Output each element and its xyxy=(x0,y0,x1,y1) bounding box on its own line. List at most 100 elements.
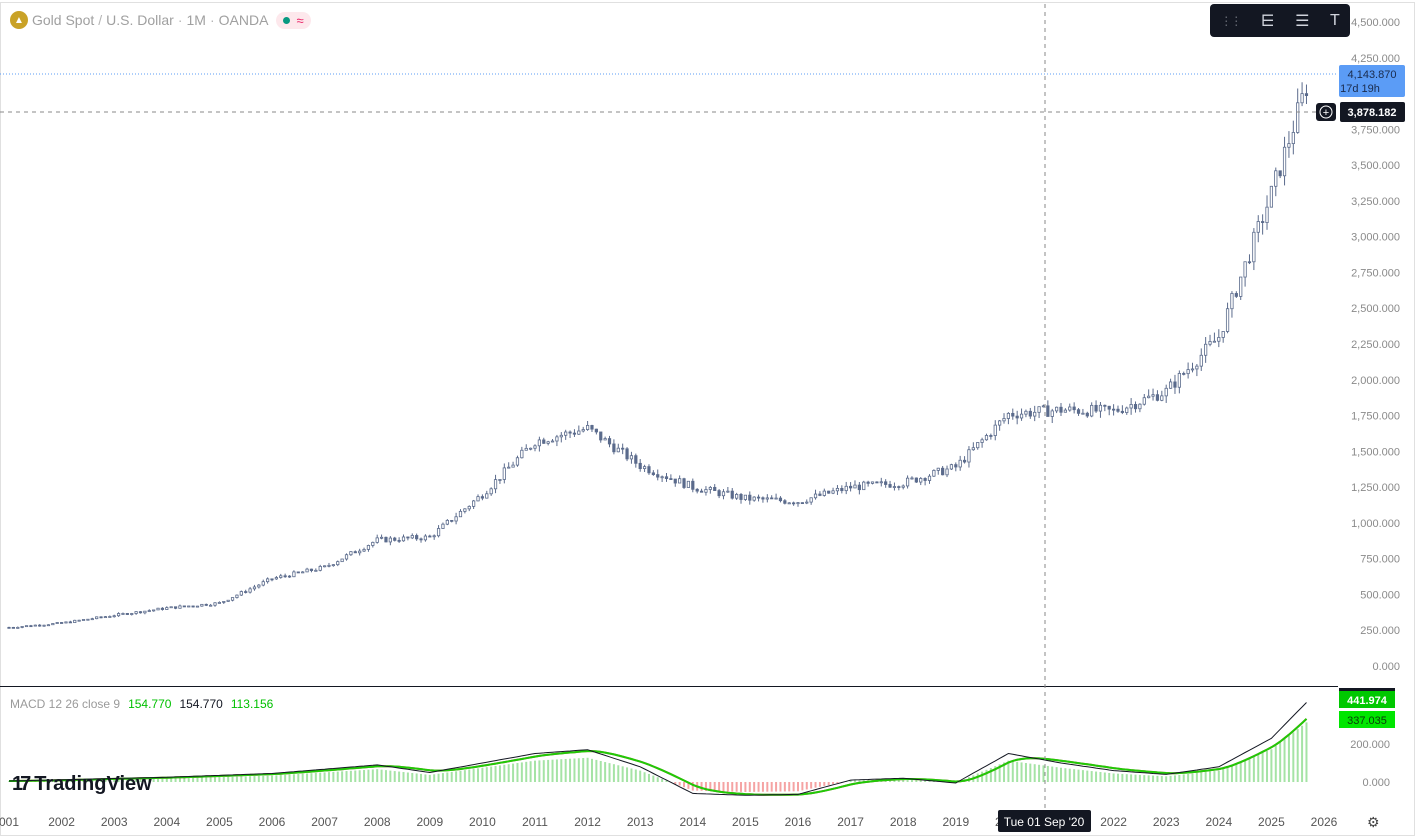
macd-histogram-bar xyxy=(612,764,615,782)
macd-legend[interactable]: MACD 12 26 close 9 154.770 154.770 113.1… xyxy=(10,697,273,711)
macd-histogram-bar xyxy=(998,764,1001,782)
macd-histogram-bar xyxy=(108,779,111,782)
candle-body xyxy=(533,445,537,449)
candle-body xyxy=(1129,404,1133,409)
candle-body xyxy=(209,604,213,607)
symbol-legend[interactable]: ▲ Gold Spot / U.S. Dollar · 1M · OANDA ≈ xyxy=(10,11,311,29)
macd-histogram-bar xyxy=(284,774,287,782)
macd-histogram-bar xyxy=(1257,754,1260,782)
macd-histogram-bar xyxy=(463,770,466,782)
candle-body xyxy=(555,436,559,442)
tradingview-logo[interactable]: 17 TradingView xyxy=(12,773,152,796)
candle-body xyxy=(178,605,182,609)
market-status-pill[interactable]: ≈ xyxy=(276,11,311,29)
macd-histogram-bar xyxy=(1077,769,1080,782)
candle-body xyxy=(796,502,800,505)
macd-histogram-bar xyxy=(323,772,326,782)
candle-body xyxy=(1076,409,1081,414)
candle-body xyxy=(730,490,734,499)
macd-histogram-bar xyxy=(1121,773,1124,782)
macd-histogram-bar xyxy=(919,780,922,782)
candle-body xyxy=(1274,170,1278,187)
candle-body xyxy=(792,502,796,505)
macd-histogram-bar xyxy=(161,778,164,782)
drag-handle-icon[interactable]: ⋮⋮ xyxy=(1220,13,1242,28)
candle-body xyxy=(564,431,568,436)
candle-body xyxy=(1028,410,1032,417)
candle-body xyxy=(726,490,730,493)
candle-body xyxy=(489,488,493,495)
macd-histogram-bar xyxy=(599,760,602,782)
candle-body xyxy=(493,479,498,490)
candle-body xyxy=(1142,397,1146,405)
macd-histogram-bar xyxy=(1156,775,1159,782)
candle-body xyxy=(954,464,958,468)
macd-histogram-bar xyxy=(731,782,734,792)
macd-histogram-bar xyxy=(823,782,826,786)
candle-body xyxy=(581,429,585,432)
macd-histogram-bar xyxy=(485,767,488,782)
macd-histogram-bar xyxy=(665,780,668,782)
candle-body xyxy=(301,571,305,574)
candle-body xyxy=(279,575,283,578)
macd-histogram-bar xyxy=(691,782,694,791)
macd-histogram-bar xyxy=(349,770,352,782)
candle-body xyxy=(892,486,897,488)
macd-histogram-bar xyxy=(1244,759,1247,782)
macd-histogram-bar xyxy=(152,778,155,782)
macd-value-3: 113.156 xyxy=(230,697,274,711)
time-axis: 001 2002 2003 2004 2005 2006 2007 2008 2009 2010 2… xyxy=(0,815,1338,829)
candle-body xyxy=(11,626,15,629)
crosshair-date-tag: Tue 01 Sep '20 xyxy=(998,810,1091,832)
macd-histogram-bar xyxy=(766,782,769,792)
macd-histogram-bar xyxy=(1060,767,1062,782)
candle-body xyxy=(1278,170,1282,177)
macd-histogram-bar xyxy=(275,775,278,782)
candle-body xyxy=(314,569,318,572)
price-tick-label: 500.000 xyxy=(1360,589,1400,601)
settings-lines-tool-icon[interactable]: ☰ xyxy=(1295,12,1310,30)
candle-body xyxy=(393,537,397,541)
macd-histogram-bar xyxy=(135,778,138,782)
macd-histogram-bar xyxy=(1033,764,1036,782)
macd-histogram-bar xyxy=(1261,752,1264,782)
last-price-value: 4,143.870 xyxy=(1348,69,1397,81)
macd-histogram-bar xyxy=(744,782,747,792)
countdown-label: 17d 19h xyxy=(1340,83,1380,95)
candle-body xyxy=(1212,340,1217,343)
macd-histogram-bar xyxy=(139,778,142,782)
macd-histogram-bar xyxy=(1051,766,1054,782)
candle-body xyxy=(362,548,366,552)
candle-body xyxy=(344,554,349,560)
wave-icon: ≈ xyxy=(296,12,304,28)
symbol-slash: / xyxy=(98,12,103,28)
candle-body xyxy=(160,607,165,610)
macd-histogram-bar xyxy=(218,777,221,782)
candle-body xyxy=(292,571,296,578)
price-tick-label: 4,500.000 xyxy=(1351,17,1400,29)
macd-value-1: 154.770 xyxy=(128,697,172,711)
candle-body xyxy=(467,505,471,510)
text-tool-icon[interactable]: T xyxy=(1329,11,1340,29)
macd-histogram-bar xyxy=(656,777,659,782)
price-tick-label: 1,000.000 xyxy=(1351,518,1400,530)
macd-histogram-bar xyxy=(69,780,72,782)
candle-body xyxy=(454,516,458,522)
candle-body xyxy=(660,476,664,479)
time-tick-label: 2004 xyxy=(153,815,180,829)
candle-body xyxy=(1081,412,1085,415)
candle-body xyxy=(1046,405,1050,417)
gear-icon[interactable]: ⚙ xyxy=(1367,814,1380,830)
add-alert-button[interactable] xyxy=(1316,103,1336,121)
macd-histogram-bar xyxy=(126,779,129,782)
candle-body xyxy=(831,490,835,494)
macd-histogram-bar xyxy=(639,770,642,782)
time-tick-label: 2012 xyxy=(574,815,601,829)
candle-body xyxy=(857,484,861,491)
candle-body xyxy=(112,615,116,618)
candle-body xyxy=(397,539,401,542)
trend-line-tool-icon[interactable]: ⋿ xyxy=(1260,12,1275,30)
